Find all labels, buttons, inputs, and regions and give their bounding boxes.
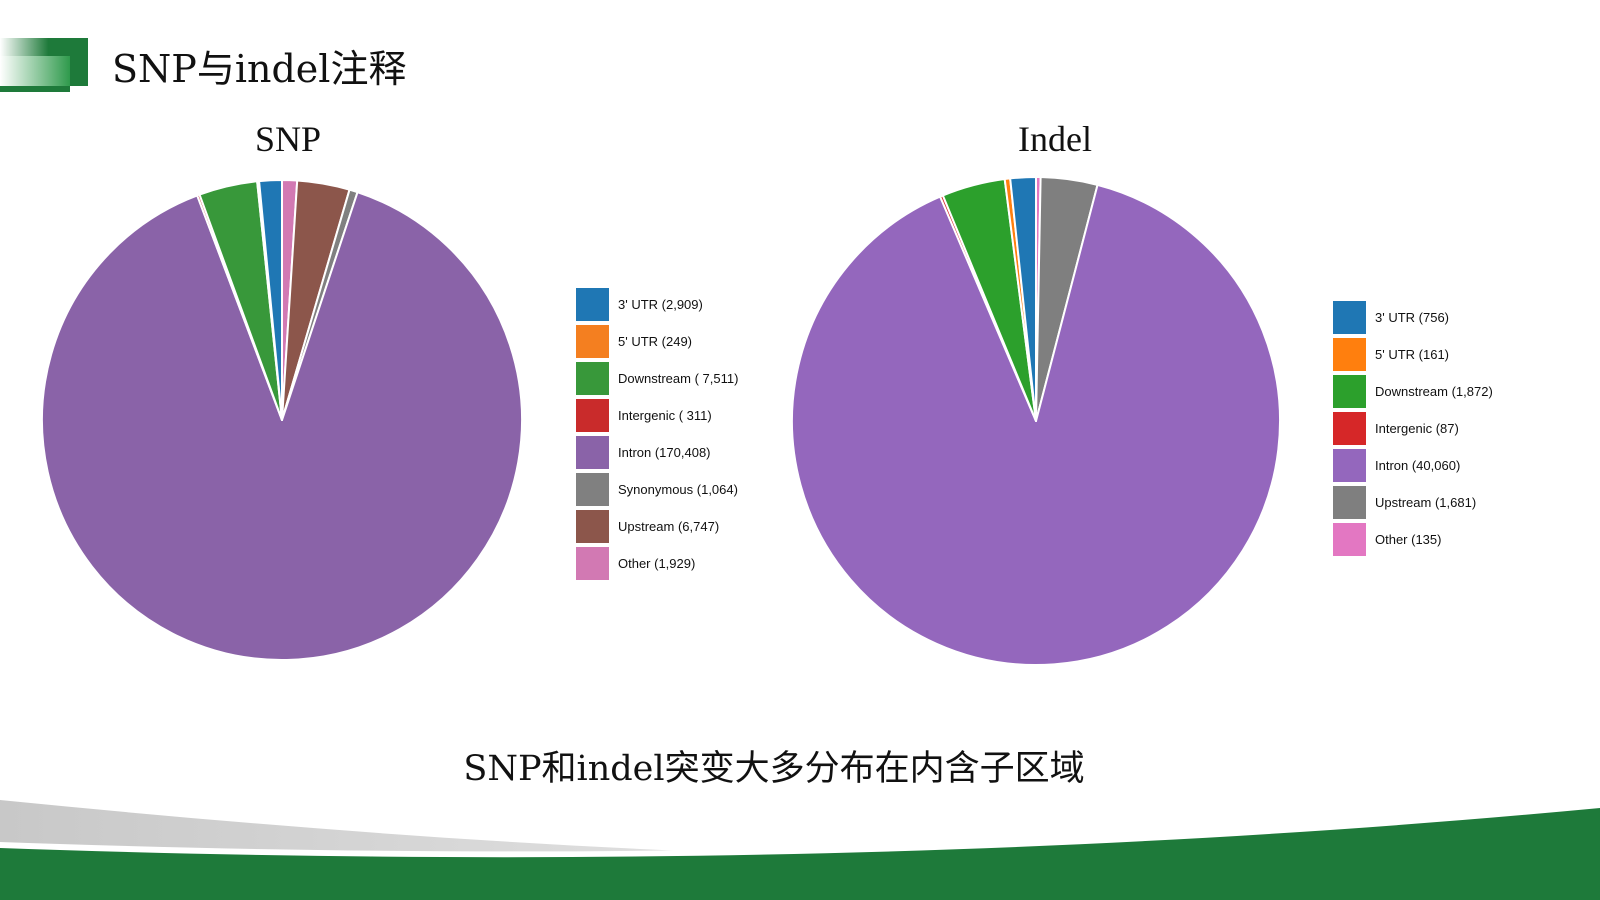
- snp-legend-swatch-3-utr: [576, 288, 609, 321]
- conclusion-text: SNP和indel突变大多分布在内含子区域: [463, 749, 1085, 789]
- slide-title: SNP与indel注释: [112, 47, 407, 91]
- indel-legend-swatch-intron: [1333, 449, 1366, 482]
- title-accent-bar: [0, 38, 88, 92]
- indel-pie-chart: [791, 176, 1281, 666]
- snp-legend-swatch-5-utr: [576, 325, 609, 358]
- snp-legend-swatch-intergenic: [576, 399, 609, 432]
- snp-legend-swatch-downstream: [576, 362, 609, 395]
- indel-legend-label-intron: Intron (40,060): [1375, 458, 1461, 473]
- indel-legend-item-intron: Intron (40,060): [1333, 447, 1493, 484]
- indel-legend-label-downstream: Downstream (1,872): [1375, 384, 1493, 399]
- snp-chart-title: SNP: [254, 119, 322, 159]
- indel-legend-swatch-intergenic: [1333, 412, 1366, 445]
- indel-legend-label-3-utr: 3' UTR (756): [1375, 310, 1450, 325]
- snp-legend-label-5-utr: 5' UTR (249): [618, 334, 693, 349]
- snp-legend-swatch-upstream: [576, 510, 609, 543]
- snp-legend-item-5-utr: 5' UTR (249): [576, 323, 738, 360]
- indel-chart-title: Indel: [1018, 119, 1092, 159]
- snp-legend-swatch-intron: [576, 436, 609, 469]
- snp-legend: 3' UTR (2,909) 5' UTR (249) Downstream ( 7…: [576, 286, 738, 582]
- snp-legend-swatch-synonymous: [576, 473, 609, 506]
- indel-legend-item-3-utr: 3' UTR (756): [1333, 299, 1493, 336]
- snp-legend-label-upstream: Upstream (6,747): [618, 519, 720, 534]
- snp-legend-item-other: Other (1,929): [576, 545, 738, 582]
- snp-legend-item-upstream: Upstream (6,747): [576, 508, 738, 545]
- indel-legend-label-upstream: Upstream (1,681): [1375, 495, 1477, 510]
- indel-legend-swatch-other: [1333, 523, 1366, 556]
- indel-legend-label-other: Other (135): [1375, 532, 1442, 547]
- indel-slice-3-utr: [1009, 176, 1037, 422]
- indel-legend-item-downstream: Downstream (1,872): [1333, 373, 1493, 410]
- snp-legend-label-intron: Intron (170,408): [618, 445, 711, 460]
- indel-legend-item-upstream: Upstream (1,681): [1333, 484, 1493, 521]
- indel-slice-intron: [791, 183, 1281, 666]
- snp-legend-label-downstream: Downstream ( 7,511): [618, 371, 739, 386]
- snp-slice-intron: [41, 191, 523, 661]
- indel-legend-swatch-5-utr: [1333, 338, 1366, 371]
- indel-legend-label-5-utr: 5' UTR (161): [1375, 347, 1450, 362]
- snp-legend-label-intergenic: Intergenic ( 311): [618, 408, 712, 423]
- snp-slice-3-utr: [258, 179, 283, 421]
- snp-legend-label-other: Other (1,929): [618, 556, 696, 571]
- footer-wave-decoration: [0, 800, 1600, 900]
- snp-legend-item-3-utr: 3' UTR (2,909): [576, 286, 738, 323]
- snp-pie-chart: [41, 179, 523, 661]
- indel-legend-item-other: Other (135): [1333, 521, 1493, 558]
- snp-legend-item-downstream: Downstream ( 7,511): [576, 360, 738, 397]
- snp-legend-item-intergenic: Intergenic ( 311): [576, 397, 738, 434]
- snp-legend-label-3-utr: 3' UTR (2,909): [618, 297, 703, 312]
- indel-legend: 3' UTR (756) 5' UTR (161) Downstream (1,87…: [1333, 299, 1493, 558]
- indel-legend-swatch-downstream: [1333, 375, 1366, 408]
- indel-legend-item-intergenic: Intergenic (87): [1333, 410, 1493, 447]
- snp-legend-item-synonymous: Synonymous (1,064): [576, 471, 738, 508]
- indel-legend-swatch-upstream: [1333, 486, 1366, 519]
- snp-legend-item-intron: Intron (170,408): [576, 434, 738, 471]
- snp-legend-label-synonymous: Synonymous (1,064): [618, 482, 738, 497]
- indel-legend-label-intergenic: Intergenic (87): [1375, 421, 1459, 436]
- indel-legend-item-5-utr: 5' UTR (161): [1333, 336, 1493, 373]
- snp-legend-swatch-other: [576, 547, 609, 580]
- indel-legend-swatch-3-utr: [1333, 301, 1366, 334]
